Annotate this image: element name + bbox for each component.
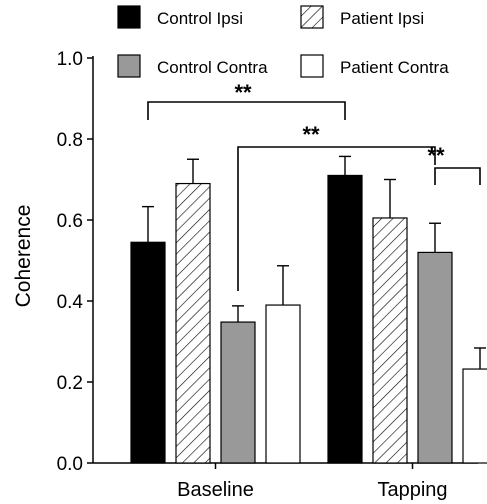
significance-bracket (434, 167, 481, 185)
y-tick-label: 0.4 (57, 292, 84, 313)
bar (372, 217, 408, 464)
y-axis-label: Coherence (12, 205, 35, 308)
legend-item: Patient Ipsi (300, 5, 424, 29)
legend-label: Patient Ipsi (340, 9, 424, 28)
x-tick-label: Baseline (177, 479, 254, 501)
bars (130, 155, 487, 464)
x-tick-label: Tapping (377, 479, 447, 501)
significance-annotations: ** ** ** (147, 80, 481, 291)
legend-swatch (300, 54, 324, 78)
significance-bracket (237, 146, 436, 291)
legend-label: Patient Contra (340, 58, 449, 77)
bar (130, 241, 166, 464)
legend-label: Control Contra (157, 58, 268, 77)
axes: 0.0 0.2 0.4 0.6 0.8 1.0 Baseline Tapping (57, 49, 478, 501)
bar (327, 174, 363, 464)
y-tick-label: 0.2 (57, 373, 83, 394)
significance-bracket (147, 101, 346, 120)
significance-label: ** (302, 122, 320, 147)
significance-label: ** (427, 143, 445, 168)
legend-swatch (300, 5, 324, 29)
bar (175, 182, 211, 464)
legend-item: Control Contra (117, 54, 268, 78)
bar (265, 304, 301, 464)
bar (220, 321, 256, 464)
y-tick-label: 0.0 (57, 454, 83, 475)
legend-item: Patient Contra (300, 54, 449, 78)
y-tick-label: 0.6 (57, 211, 83, 232)
bar (462, 368, 487, 464)
legend-label: Control Ipsi (157, 9, 243, 28)
significance-label: ** (234, 80, 252, 105)
legend-item: Control Ipsi (117, 5, 243, 29)
bar (417, 251, 453, 464)
y-tick-label: 1.0 (57, 49, 83, 70)
legend-swatch (117, 5, 141, 29)
legend-swatch (117, 54, 141, 78)
y-tick-label: 0.8 (57, 130, 83, 151)
legend: Control Ipsi Patient Ipsi Control Contra Pa… (117, 5, 449, 78)
